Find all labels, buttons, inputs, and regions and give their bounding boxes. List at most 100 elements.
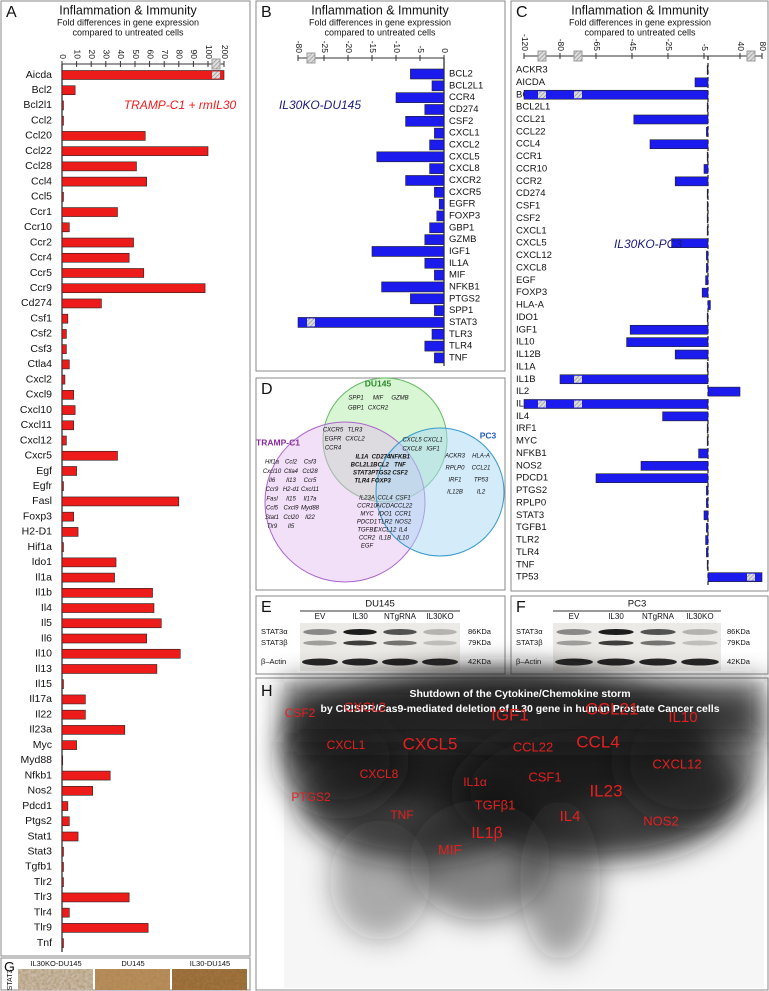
- bar: [706, 102, 709, 112]
- bar: [706, 547, 709, 558]
- cytokine-label: CXCL1: [327, 738, 366, 752]
- y-tick-label: TLR3: [449, 329, 472, 340]
- bar: [633, 114, 709, 125]
- y-tick-label: Pdcd1: [22, 800, 52, 812]
- y-tick-label: PTGS2: [516, 485, 547, 496]
- bar: [698, 448, 709, 459]
- gene-label: TLR2: [378, 520, 393, 526]
- panel-frame: [0, 0, 251, 957]
- panel-letter: G: [4, 959, 15, 975]
- gene-label: Hif1a: [265, 460, 280, 466]
- band: [640, 640, 676, 646]
- axis-break: [211, 58, 221, 70]
- cell-line: PC3: [628, 599, 646, 610]
- y-tick-label: Tlr2: [34, 876, 52, 888]
- y-tick-label: BCL2: [449, 69, 473, 80]
- gene-label: IL23A: [359, 496, 375, 502]
- bar: [706, 151, 709, 162]
- x-tick-label: 60: [145, 50, 155, 60]
- gene-label: Cxcl11: [301, 487, 319, 493]
- bar: [61, 801, 69, 811]
- y-tick-label: Bcl2: [32, 84, 53, 96]
- gene-label: CCR10: [357, 504, 377, 510]
- lane-label: NTgRNA: [642, 612, 675, 621]
- bar: [706, 65, 709, 75]
- y-tick-label: H2-D1: [22, 526, 53, 538]
- bar: [706, 263, 709, 273]
- bar: [405, 175, 445, 186]
- cytokine-label: TNF: [390, 808, 413, 822]
- row-label: STAT3β: [261, 638, 288, 647]
- bar: [61, 222, 70, 233]
- bar: [61, 938, 64, 948]
- y-tick-label: RPLP0: [516, 497, 546, 508]
- axis-break: [537, 50, 547, 62]
- bar: [61, 450, 118, 461]
- gene-label: MYC: [360, 512, 374, 518]
- row-label: STAT3β: [516, 638, 543, 647]
- y-tick-label: CCR2: [516, 176, 542, 187]
- y-tick-label: Il17a: [29, 693, 52, 705]
- y-tick-label: PTGS2: [449, 293, 480, 304]
- gene-label: IL1A: [355, 455, 368, 461]
- cytokine-label: MIF: [438, 842, 462, 858]
- x-tick-label: 0: [440, 48, 450, 53]
- y-tick-label: Il4: [41, 602, 52, 614]
- gene-label: CXCL8: [402, 447, 422, 453]
- y-tick-label: CCR10: [516, 163, 547, 174]
- y-tick-label: IGF1: [516, 324, 537, 335]
- chart-subtitle: compared to untreated cells: [72, 27, 184, 37]
- y-tick-label: Ccr9: [30, 282, 52, 294]
- y-tick-label: GZMB: [449, 234, 476, 245]
- bar: [703, 510, 709, 521]
- x-tick-label: 70: [160, 50, 170, 60]
- bar: [371, 246, 445, 257]
- y-tick-label: AICDA: [516, 77, 546, 88]
- y-tick-label: TLR4: [449, 341, 472, 352]
- x-tick-label: -15: [368, 41, 378, 54]
- y-tick-label: Fasl: [32, 495, 52, 507]
- x-tick-label: 20: [87, 50, 97, 60]
- gene-label: Il22: [305, 515, 315, 521]
- y-tick-label: IRF1: [516, 423, 537, 434]
- y-tick-label: HLA-A: [516, 300, 545, 311]
- y-tick-label: CXCR5: [449, 187, 481, 198]
- gene-label: Ccl2: [285, 460, 298, 466]
- storm-title: by CRISPR/Cas9-mediated deletion of IL30…: [320, 703, 719, 715]
- y-tick-label: Nfkb1: [25, 769, 53, 781]
- gene-label: STAT3: [353, 471, 372, 477]
- x-tick-label: -80: [294, 41, 304, 54]
- lane-label: EV: [315, 612, 326, 621]
- y-tick-label: Cd274: [21, 297, 52, 309]
- cytokine-label: CCL21: [586, 699, 639, 718]
- gene-label: PDCD1: [357, 520, 377, 526]
- y-tick-label: Ccr4: [30, 252, 52, 264]
- bar: [706, 127, 709, 137]
- band: [303, 629, 337, 635]
- panel-letter: F: [516, 599, 526, 616]
- y-tick-label: Il6: [41, 632, 52, 644]
- bar: [61, 862, 64, 872]
- bar: [523, 89, 709, 100]
- x-tick-label: 80: [175, 50, 185, 60]
- bar: [61, 85, 76, 96]
- gene-label: Csf3: [304, 460, 317, 466]
- y-tick-label: CXCR2: [449, 175, 481, 186]
- y-tick-label: IL12B: [516, 349, 541, 360]
- gene-label: Ctla4: [284, 469, 299, 475]
- cytokine-label: CXCL5: [403, 734, 458, 753]
- y-tick-label: Tlr4: [34, 906, 52, 918]
- bar: [431, 80, 445, 92]
- y-tick-label: Tlr9: [34, 922, 52, 934]
- lane-label: NTgRNA: [384, 612, 417, 621]
- y-tick-label: Cxcr5: [25, 450, 53, 462]
- lane-label: IL30: [608, 612, 624, 621]
- chart-title: Inflammation & Immunity: [311, 3, 449, 17]
- bar-break: [574, 400, 582, 408]
- y-tick-label: Il1a: [35, 571, 52, 583]
- bar-break: [307, 318, 315, 327]
- y-tick-label: IL2: [516, 386, 529, 397]
- x-tick-label: 10: [72, 50, 82, 60]
- bar: [61, 877, 64, 887]
- gene-label: IDO1: [378, 512, 392, 518]
